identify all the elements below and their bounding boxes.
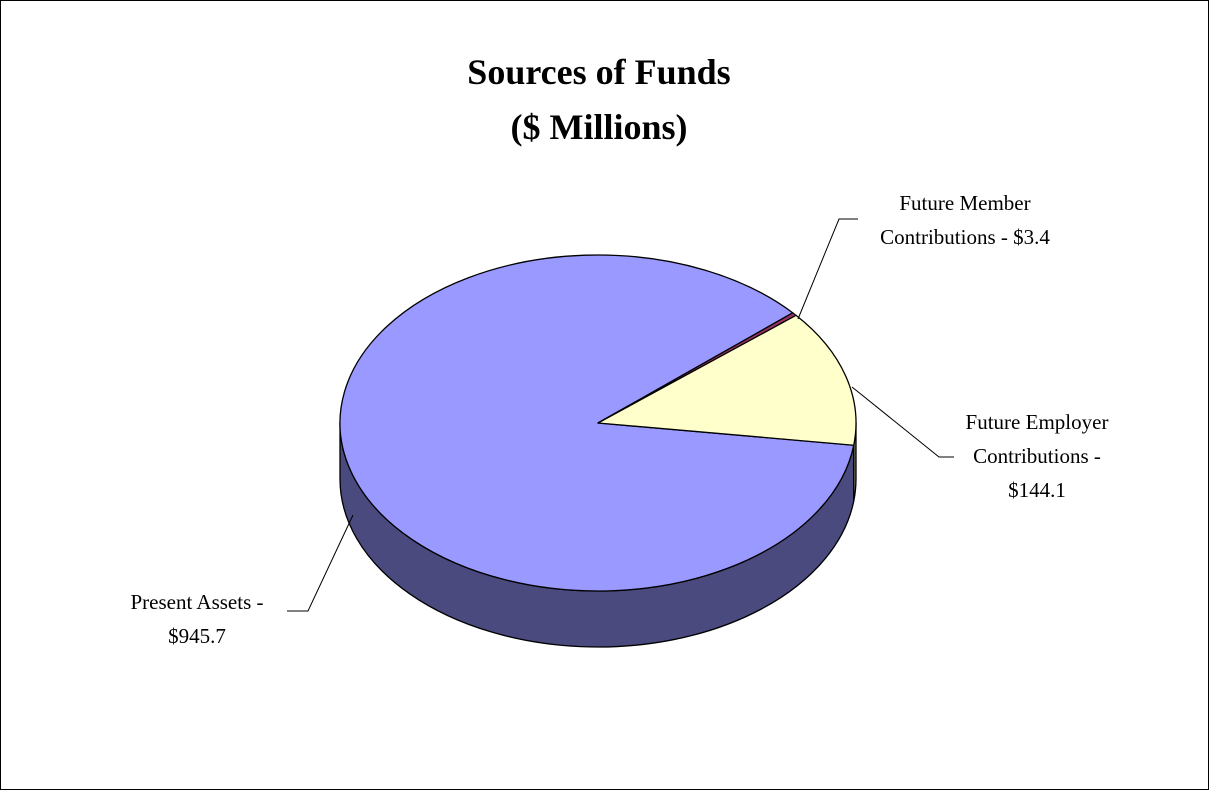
slice-labels: Present Assets - $945.7 Future Member Contr… (131, 191, 1109, 648)
chart-title-line-2: ($ Millions) (511, 107, 688, 147)
slice-label-line: $144.1 (1008, 478, 1066, 502)
leader-line-future-member-contributions (797, 218, 858, 320)
slice-label-line: $945.7 (168, 624, 226, 648)
slice-label-line: Present Assets - (131, 590, 264, 614)
leader-lines (287, 218, 954, 612)
slice-label-future-member-contributions: Future Member Contributions - $3.4 (880, 191, 1050, 249)
slice-label-line: Future Employer (966, 410, 1109, 434)
slice-label-future-employer-contributions: Future Employer Contributions - $144.1 (966, 410, 1109, 502)
slice-label-line: Contributions - $3.4 (880, 225, 1050, 249)
pie-top-slices (339, 254, 857, 592)
slice-label-present-assets: Present Assets - $945.7 (131, 590, 264, 648)
slice-label-line: Future Member (899, 191, 1030, 215)
leader-line-future-employer-contributions (851, 386, 954, 458)
pie-slice-present-assets (339, 254, 855, 592)
chart-title-line-1: Sources of Funds (467, 52, 730, 92)
pie-slice-future-employer-contributions (597, 314, 857, 446)
leader-line-present-assets (287, 514, 354, 612)
slice-label-line: Contributions - (973, 444, 1101, 468)
